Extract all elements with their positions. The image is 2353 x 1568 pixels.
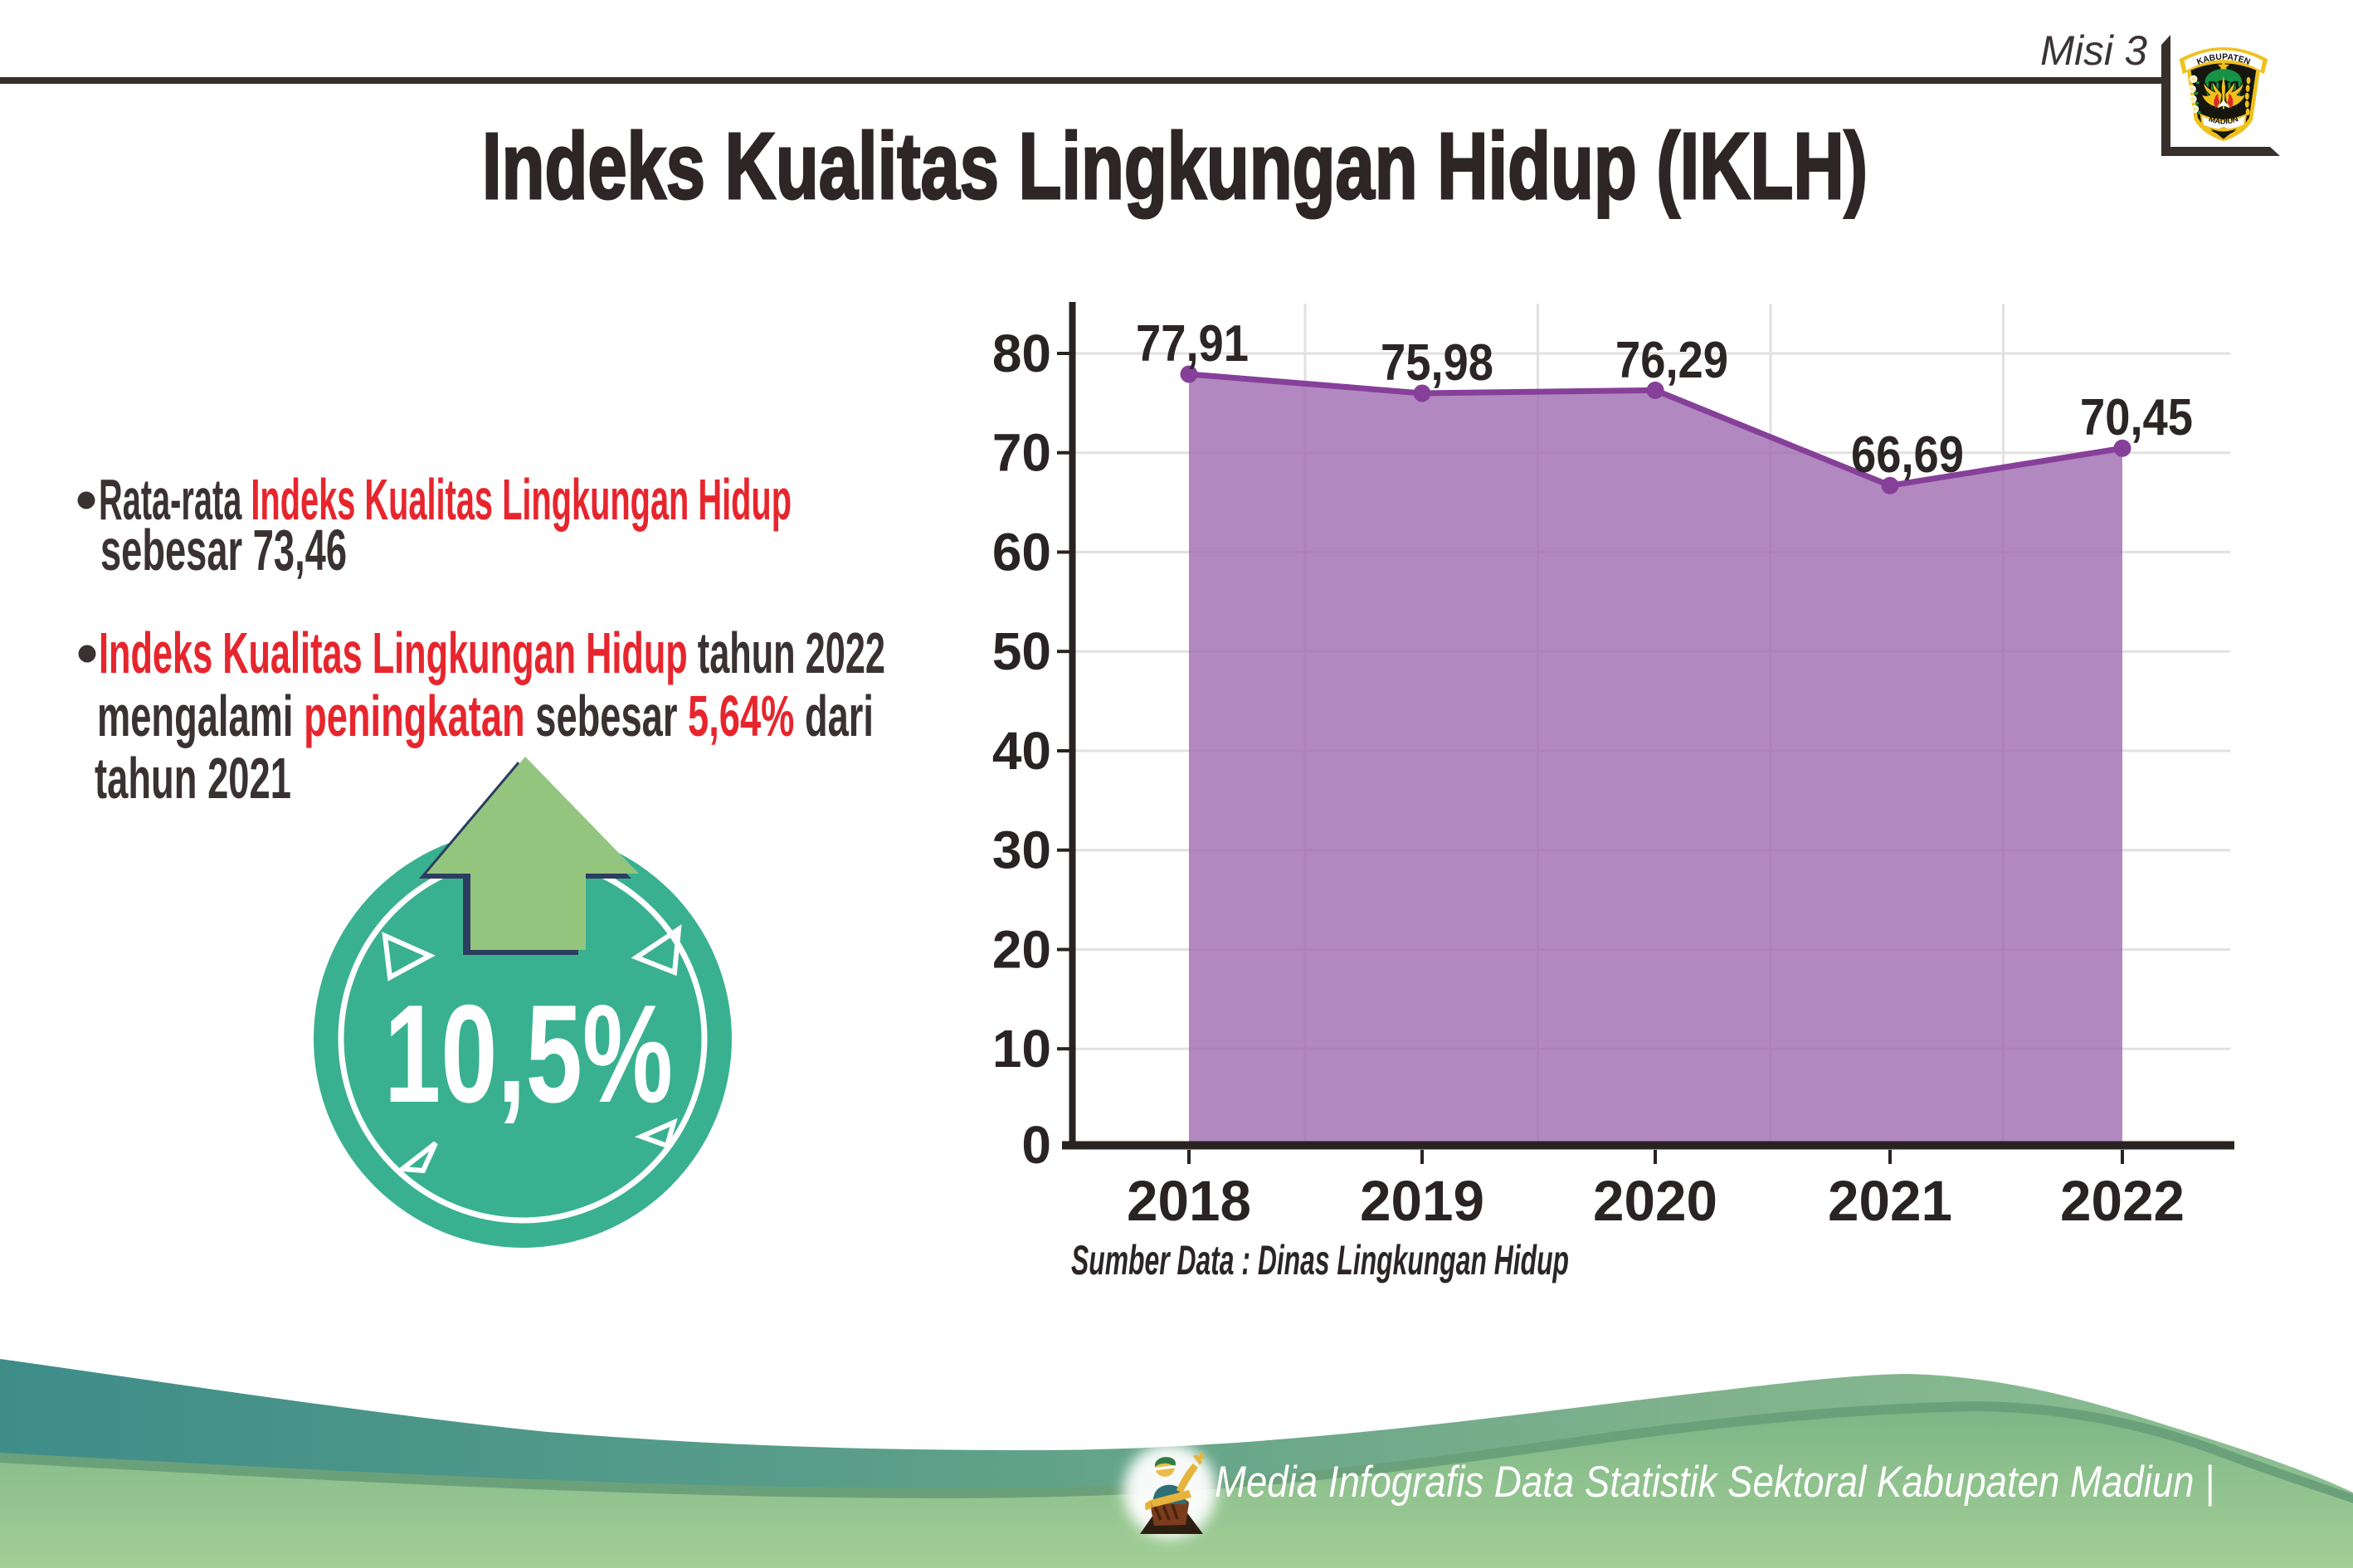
- svg-text:66,69: 66,69: [1851, 426, 1964, 484]
- svg-text:KABUPATEN: KABUPATEN: [2195, 53, 2251, 67]
- svg-text:77,91: 77,91: [1136, 315, 1249, 373]
- svg-text:Indeks Kualitas Lingkungan Hid: Indeks Kualitas Lingkungan Hidup (IKLH): [482, 114, 1868, 218]
- svg-text:0: 0: [1021, 1115, 1051, 1175]
- svg-text:tahun 2021: tahun 2021: [95, 746, 291, 811]
- svg-text:70: 70: [992, 423, 1051, 483]
- svg-text:76,29: 76,29: [1615, 332, 1728, 389]
- svg-text:2020: 2020: [1593, 1169, 1717, 1233]
- svg-text:80: 80: [992, 324, 1051, 383]
- svg-text:10,5%: 10,5%: [384, 976, 673, 1132]
- svg-text:Rata-rata Indeks Kualitas Ling: Rata-rata Indeks Kualitas Lingkungan Hid…: [99, 467, 792, 532]
- svg-text:Indeks Kualitas Lingkungan Hid: Indeks Kualitas Lingkungan Hidup tahun 2…: [99, 621, 885, 685]
- svg-text:20: 20: [992, 920, 1051, 980]
- svg-text:75,98: 75,98: [1381, 334, 1493, 392]
- svg-text:sebesar 73,46: sebesar 73,46: [100, 518, 347, 582]
- svg-text:MADIUN: MADIUN: [2208, 114, 2240, 126]
- svg-text:60: 60: [992, 523, 1051, 582]
- svg-text:Media Infografis Data Statisti: Media Infografis Data Statistik Sektoral…: [1215, 1458, 2214, 1507]
- svg-text:mengalami peningkatan sebesar: mengalami peningkatan sebesar 5,64% dari: [97, 684, 874, 748]
- svg-text:30: 30: [992, 821, 1051, 880]
- svg-text:2019: 2019: [1360, 1169, 1484, 1233]
- svg-text:Sumber Data : Dinas Lingkungan: Sumber Data : Dinas Lingkungan Hidup: [1071, 1237, 1569, 1283]
- svg-text:70,45: 70,45: [2080, 389, 2193, 446]
- svg-text:50: 50: [992, 621, 1051, 681]
- svg-text:2021: 2021: [1828, 1169, 1952, 1233]
- svg-text:10: 10: [992, 1019, 1051, 1079]
- svg-text:2022: 2022: [2060, 1169, 2185, 1233]
- svg-text:40: 40: [992, 721, 1051, 781]
- svg-text:Misi 3: Misi 3: [2040, 27, 2147, 74]
- svg-text:2018: 2018: [1127, 1169, 1251, 1233]
